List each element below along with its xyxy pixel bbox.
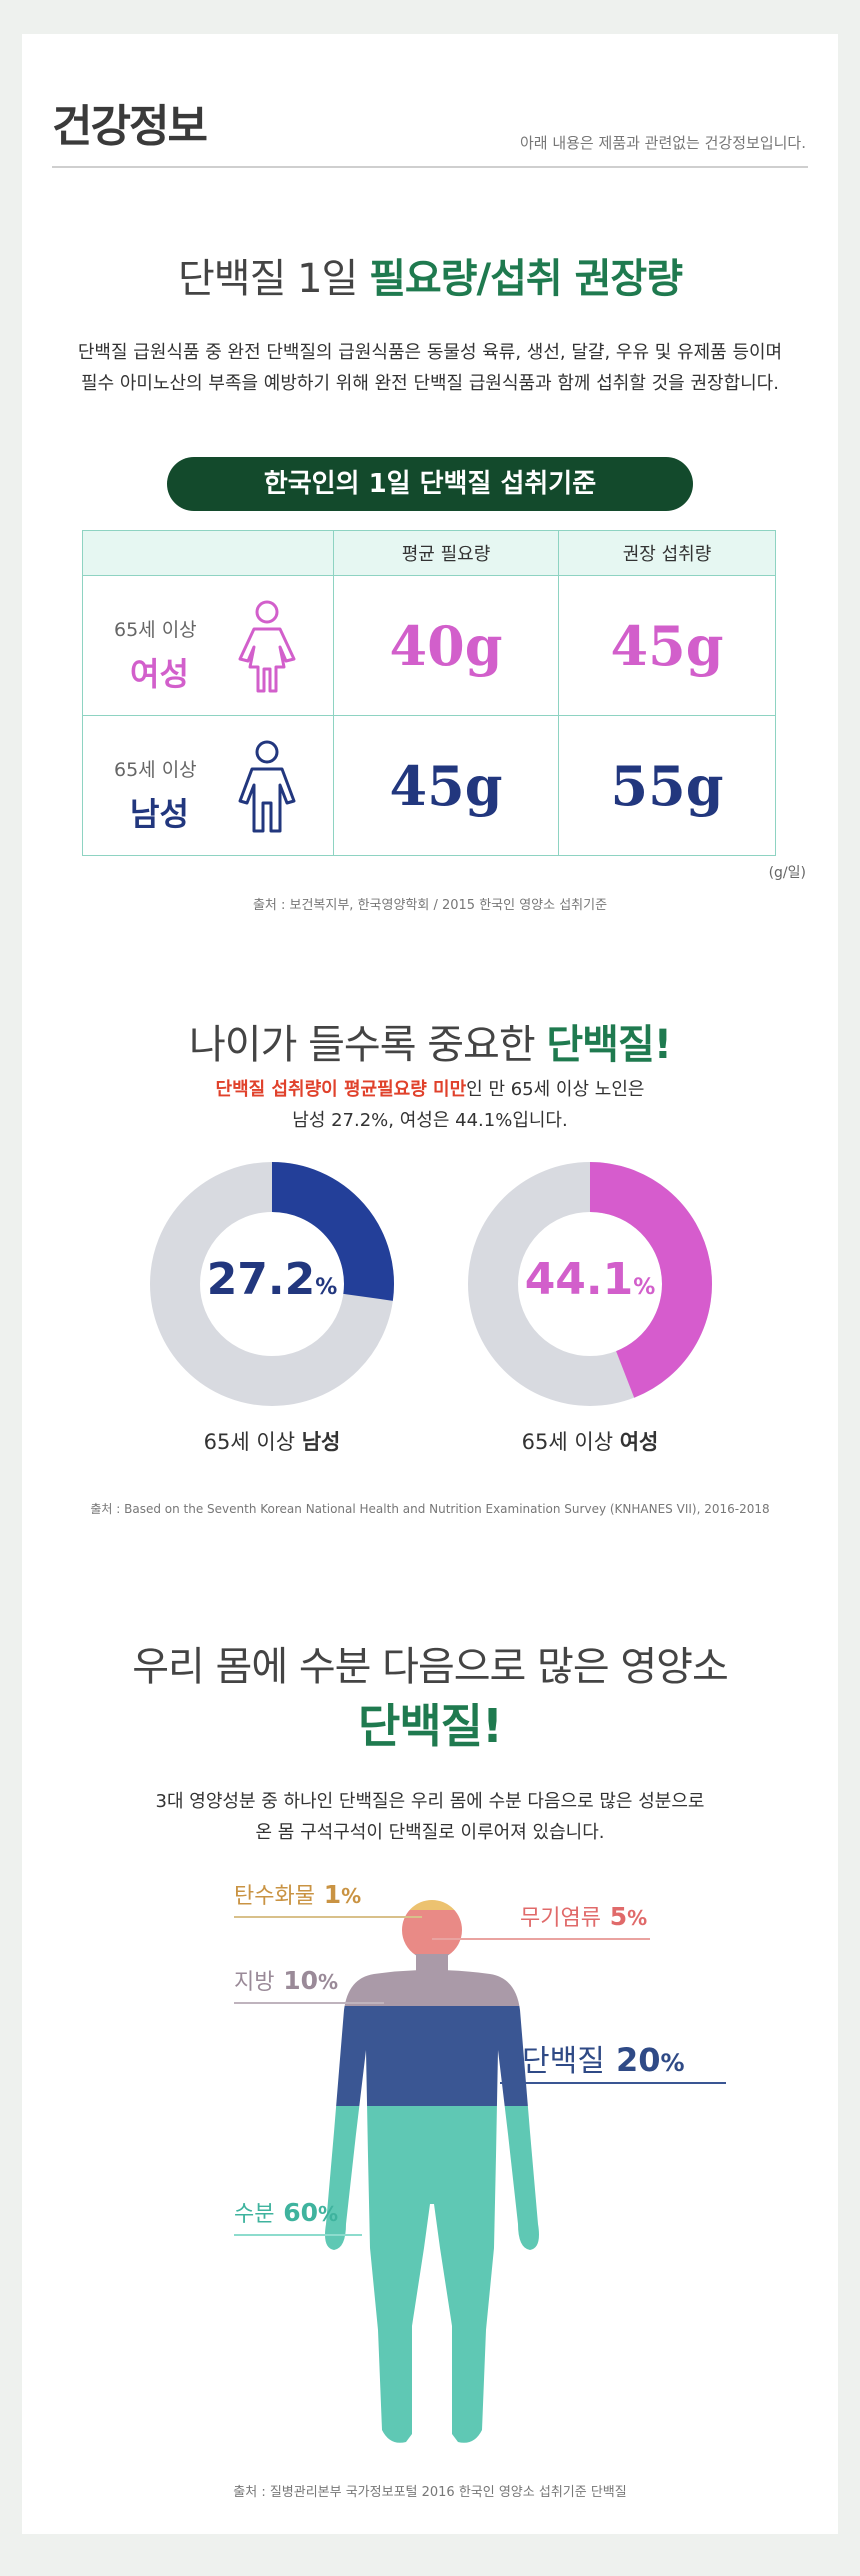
female-avg-value: 40g: [389, 613, 503, 678]
carb-value: 1: [323, 1880, 342, 1909]
section2-heading-highlight: 단백질!: [546, 1022, 672, 1068]
water-band: [325, 2106, 539, 2443]
protein-name: 단백질: [522, 2044, 605, 2079]
mineral-value: 5: [609, 1902, 628, 1931]
female-donut-label: 65세 이상 여성: [470, 1426, 710, 1456]
protein-value: 20: [615, 2041, 661, 2079]
section1-paragraph-line1: 단백질 급원식품 중 완전 단백질의 급원식품은 동물성 육류, 생선, 달걀,…: [77, 342, 783, 363]
female-donut-label-bold: 여성: [619, 1430, 659, 1454]
section3-heading-line1: 우리 몸에 수분 다음으로 많은 영양소: [132, 1644, 729, 1690]
protein-label: 단백질 20%: [522, 2036, 685, 2080]
carb-leader-line: [234, 1916, 422, 1918]
fat-band: [325, 1954, 539, 2006]
male-donut-value: 27.2%: [142, 1254, 402, 1305]
table-header-cell: 평균 필요량: [333, 530, 559, 576]
female-rec-value: 45g: [610, 613, 724, 678]
male-donut-pct: %: [315, 1275, 338, 1300]
protein-band: [325, 2006, 539, 2106]
section2-heading: 나이가 들수록 중요한 단백질!: [22, 1012, 838, 1070]
female-avg-cell: 40g: [333, 575, 559, 716]
section2-heading-plain: 나이가 들수록 중요한: [188, 1022, 547, 1068]
carb-name: 탄수화물: [234, 1884, 315, 1909]
female-donut-chart: [468, 1162, 712, 1406]
female-figure-icon: [238, 600, 296, 693]
male-rec-cell: 55g: [558, 715, 776, 856]
fat-leader-line: [234, 2002, 384, 2004]
fat-pct: %: [318, 1970, 339, 1994]
carb-band: [325, 1900, 539, 1910]
female-donut-value: 44.1%: [460, 1254, 720, 1305]
water-value: 60: [283, 2198, 318, 2227]
water-name: 수분: [234, 2202, 275, 2227]
protein-standard-table: 평균 필요량 권장 섭취량 65세 이상 여성 40g 45g: [82, 530, 776, 856]
protein-leader-line: [500, 2082, 726, 2084]
disclaimer-text: 아래 내용은 제품과 관련없는 건강정보입니다.: [519, 134, 806, 152]
male-donut-chart: [150, 1162, 394, 1406]
age-label: 65세 이상: [114, 619, 197, 641]
female-donut-label-plain: 65세 이상: [521, 1430, 620, 1454]
male-donut-label-bold: 남성: [301, 1430, 341, 1454]
table-row: 65세 이상 여성 40g 45g: [82, 575, 776, 716]
fat-label: 지방 10%: [234, 1964, 338, 1996]
female-donut-number: 44.1: [524, 1254, 634, 1305]
section1-heading: 단백질 1일 필요량/섭취 권장량: [22, 246, 838, 304]
section1-heading-highlight: 필요량/섭취 권장량: [369, 256, 683, 302]
water-pct: %: [318, 2202, 339, 2226]
sex-label: 남성: [130, 795, 189, 833]
page-title: 건강정보: [52, 101, 208, 152]
male-donut-arc: [271, 1162, 394, 1301]
fat-value: 10: [283, 1966, 318, 1995]
male-donut-label: 65세 이상 남성: [152, 1426, 392, 1456]
female-label-cell: 65세 이상 여성: [82, 575, 334, 716]
fat-name: 지방: [234, 1970, 275, 1995]
water-leader-line: [234, 2234, 362, 2236]
age-label: 65세 이상: [114, 759, 197, 781]
male-donut-number: 27.2: [206, 1254, 316, 1305]
section1-paragraph-line2: 필수 아미노산의 부족을 예방하기 위해 완전 단백질 급원식품과 함께 섭취할…: [81, 373, 779, 394]
female-donut-pct: %: [633, 1275, 656, 1300]
section2-line2: 남성 27.2%, 여성은 44.1%입니다.: [292, 1110, 568, 1131]
section3-paragraph: 3대 영양성분 중 하나인 단백질은 우리 몸에 수분 다음으로 많은 성분으로…: [22, 1786, 838, 1848]
section1-paragraph: 단백질 급원식품 중 완전 단백질의 급원식품은 동물성 육류, 생선, 달걀,…: [22, 337, 838, 399]
table-row: 65세 이상 남성 45g 55g: [82, 715, 776, 856]
male-rec-value: 55g: [610, 753, 724, 818]
body-composition-figure: [325, 1900, 539, 2443]
header-divider: [52, 166, 808, 168]
protein-standard-pill: 한국인의 1일 단백질 섭취기준: [167, 457, 693, 511]
section1-source: 출처 : 보건복지부, 한국영양학회 / 2015 한국인 영양소 섭취기준: [252, 898, 608, 913]
female-rec-cell: 45g: [558, 575, 776, 716]
table-header-cell: [82, 530, 334, 576]
section2-source: 출처 : Based on the Seventh Korean Nationa…: [90, 1502, 770, 1516]
carb-pct: %: [341, 1884, 362, 1908]
protein-pct: %: [660, 2049, 685, 2077]
section2-line1-rest: 인 만 65세 이상 노인은: [466, 1079, 645, 1100]
male-avg-cell: 45g: [333, 715, 559, 856]
table-header-cell: 권장 섭취량: [558, 530, 776, 576]
male-label-cell: 65세 이상 남성: [82, 715, 334, 856]
unit-label: (g/일): [768, 865, 806, 881]
male-donut-label-plain: 65세 이상: [203, 1430, 302, 1454]
female-donut-arc: [589, 1162, 712, 1398]
section3-heading-line2: 단백질!: [358, 1699, 503, 1753]
male-avg-value: 45g: [389, 753, 503, 818]
table-header-row: 평균 필요량 권장 섭취량: [82, 530, 776, 576]
section2-red-text: 단백질 섭취량이 평균필요량 미만: [215, 1079, 467, 1100]
water-label: 수분 60%: [234, 2196, 338, 2228]
mineral-name: 무기염류: [520, 1906, 601, 1931]
carb-label: 탄수화물 1%: [234, 1878, 361, 1910]
section3-source: 출처 : 질병관리본부 국가정보포털 2016 한국인 영양소 섭취기준 단백질: [233, 2485, 627, 2500]
section2-paragraph: 단백질 섭취량이 평균필요량 미만인 만 65세 이상 노인은 남성 27.2%…: [22, 1074, 838, 1136]
mineral-label: 무기염류 5%: [520, 1900, 647, 1932]
sex-label: 여성: [130, 655, 189, 693]
male-figure-icon: [238, 740, 296, 833]
content-card: 건강정보 아래 내용은 제품과 관련없는 건강정보입니다. 단백질 1일 필요량…: [22, 34, 838, 2534]
mineral-pct: %: [627, 1906, 648, 1930]
section3-paragraph-line2: 온 몸 구석구석이 단백질로 이루어져 있습니다.: [255, 1822, 605, 1843]
section1-heading-plain: 단백질 1일: [177, 256, 370, 302]
section3-paragraph-line1: 3대 영양성분 중 하나인 단백질은 우리 몸에 수분 다음으로 많은 성분으로: [155, 1791, 705, 1812]
mineral-leader-line: [432, 1938, 650, 1940]
